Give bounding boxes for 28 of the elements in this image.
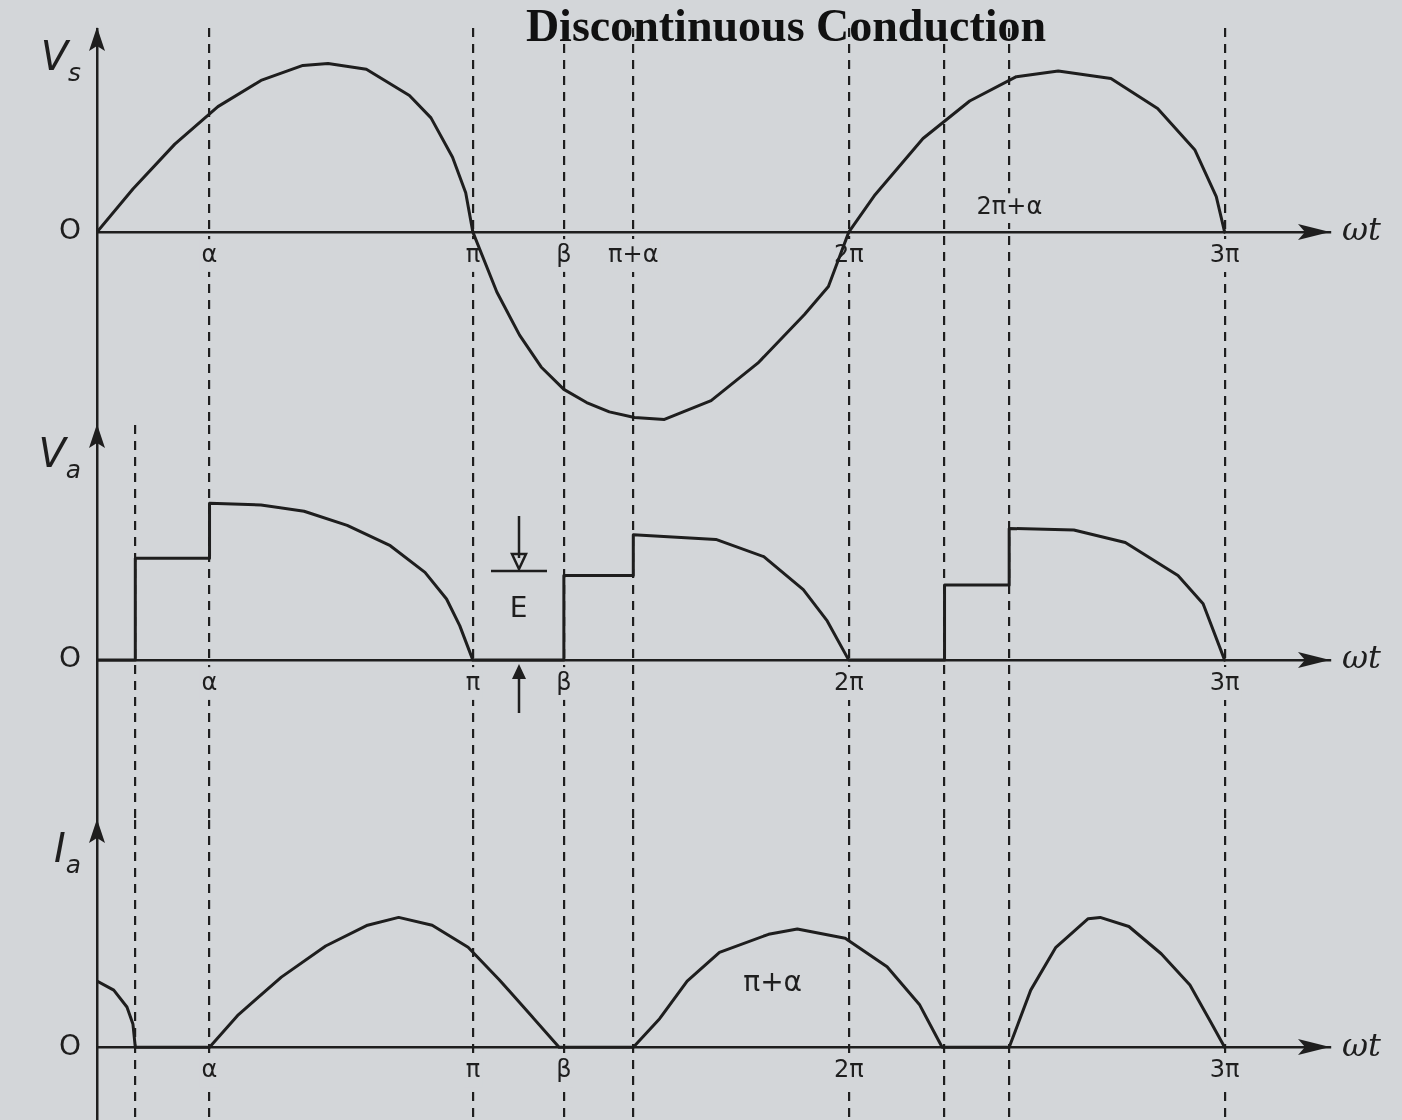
text: O [58, 641, 81, 675]
x-tick-label: 3π [1209, 1054, 1240, 1083]
x-tick-label: 3π [1209, 239, 1240, 268]
x-tick-label: π [465, 239, 481, 268]
x-tick-label: π [465, 667, 481, 696]
x-tick-label: α [201, 239, 218, 268]
x-tick-label: π+α [608, 239, 659, 268]
y-axis-title: V$_{a}$ [38, 430, 81, 485]
x-axis-title: ωt [1342, 210, 1382, 249]
x-axis-title: ωt [1342, 638, 1382, 677]
annotation: 2π+α [976, 192, 1043, 221]
text: O [58, 213, 81, 247]
x-tick-label: 3π [1209, 667, 1240, 696]
x-tick-label: β [556, 667, 572, 696]
annotation: E [509, 591, 528, 625]
x-axis-title: ωt [1342, 1025, 1382, 1064]
y-axis-title: I$_{a}$ [54, 825, 81, 880]
x-tick-label: α [201, 667, 218, 696]
y-axis-title: V$_{s}$ [40, 33, 81, 88]
text: O [58, 1028, 81, 1062]
annotation: π+α [743, 964, 803, 998]
x-tick-label: π [465, 1054, 481, 1083]
x-tick-label: 2π [833, 1054, 864, 1083]
x-tick-label: 2π [833, 667, 864, 696]
chart-title: Discontinuous Conduction [525, 0, 1047, 51]
x-tick-label: β [556, 239, 572, 268]
x-tick-label: α [201, 1054, 218, 1083]
x-tick-label: β [556, 1054, 572, 1083]
